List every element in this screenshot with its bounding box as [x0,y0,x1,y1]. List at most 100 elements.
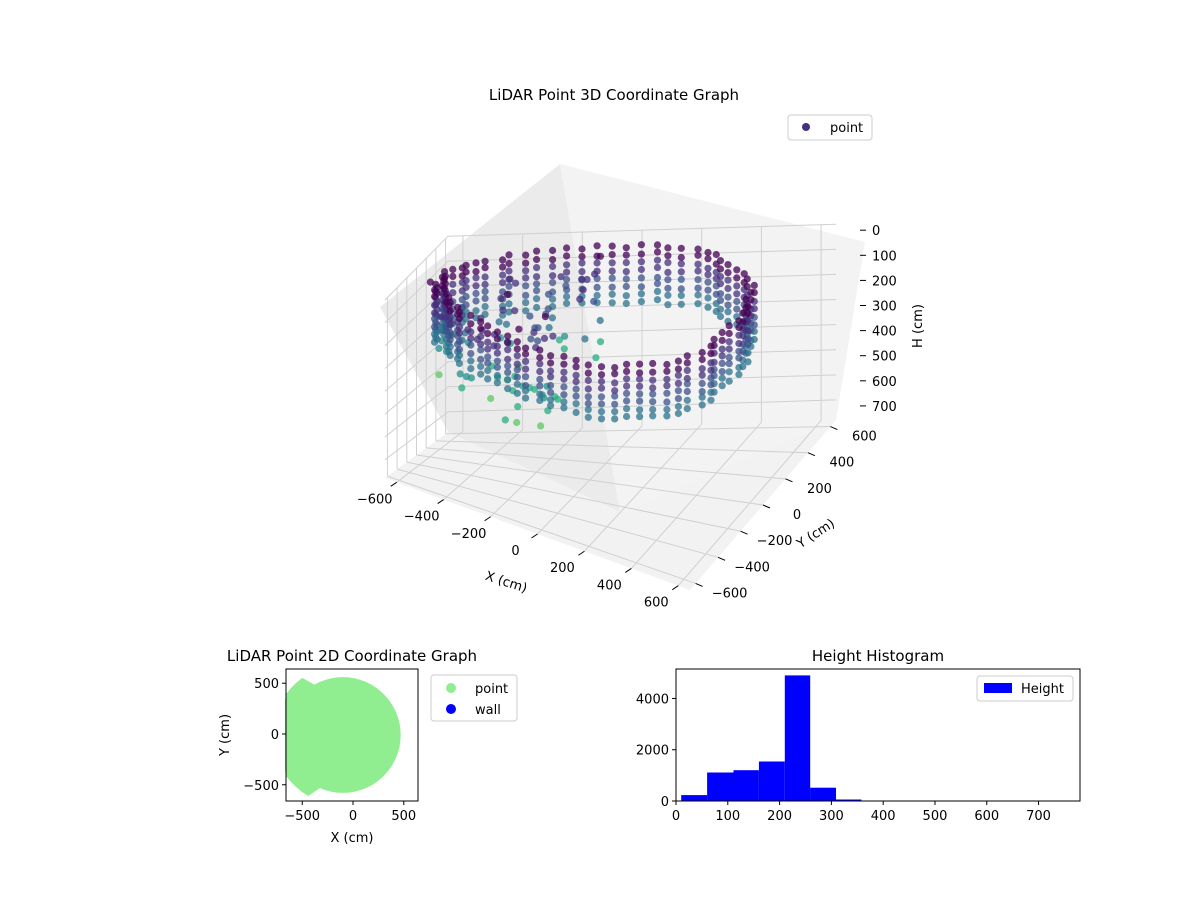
point-3d [698,379,706,388]
point-3d [677,268,685,276]
point-3d [704,248,712,257]
point-3d [725,368,733,376]
point-3d [499,263,507,271]
point-3d [608,242,616,250]
point-3d [477,362,485,370]
title-histogram: Height Histogram [812,647,944,665]
point-3d [481,257,489,265]
point-3d [583,275,591,284]
point-3d [674,395,683,403]
point-3d [536,390,544,398]
point-3d [563,268,571,276]
grid-floor-y [445,426,831,435]
point-3d [704,255,712,263]
point-3d [522,282,530,290]
x-tick-label-3d: 0 [511,544,519,559]
point-3d [563,299,571,307]
point-3d [547,352,555,360]
points-3d [426,241,758,430]
point-3d [484,375,492,383]
point-3d [467,328,475,336]
point-3d [472,307,480,315]
point-3d [563,244,571,252]
point-3d [561,332,569,340]
point-3d [698,371,706,379]
y-tick-label-3d: −200 [757,534,793,549]
point-3d [527,335,535,343]
legend-hist-swatch [984,683,1012,693]
point-3d [472,268,480,276]
point-3d [622,259,630,267]
point-3d [683,374,691,383]
point-3d [707,396,715,404]
point-3d [503,290,511,298]
point-3d [716,273,725,281]
z-tick-label-3d: 600 [872,375,897,390]
point-3d [636,375,644,383]
point-3d [716,305,725,313]
point-3d [739,309,747,317]
point-3d [467,320,475,328]
hist-x-tick-label: 200 [767,809,792,824]
point-3d [623,367,631,375]
point-3d [449,272,457,280]
point-3d [677,300,685,308]
hist-bar [758,761,785,801]
point-3d [622,282,630,291]
y-tick-label-2d: −500 [243,779,279,794]
point-3d [477,332,485,341]
point-3d [536,367,544,376]
y-tick-label-3d: 200 [807,482,832,497]
point-3d [533,273,541,281]
point-3d [718,336,726,344]
hist-x-tick-label: 300 [819,809,844,824]
point-3d [513,418,521,427]
point-3d [536,396,544,404]
point-3d [637,298,646,306]
point-3d [707,388,715,396]
point-3d [504,346,512,354]
point-3d [747,288,755,296]
point-3d [608,267,616,275]
point-3d [623,389,631,397]
point-3d [649,384,657,392]
point-3d [636,413,644,421]
point-3d [431,330,439,338]
point-3d [623,360,631,368]
point-3d [536,375,544,383]
point-3d [653,287,662,295]
point-3d [499,279,507,287]
point-3d [664,244,672,252]
point-3d [664,259,672,267]
point-3d [481,294,489,302]
point-3d [455,323,463,331]
point-3d [572,408,580,417]
point-3d [458,384,466,392]
point-3d [449,265,457,273]
point-3d [513,380,521,388]
point-3d [725,338,733,346]
x-tick-mark-3d [625,568,632,573]
point-3d [725,353,733,361]
point-3d [743,283,751,291]
point-3d [560,368,568,376]
point-3d [467,341,475,349]
point-3d [505,259,513,268]
plot-2d: LiDAR Point 2D Coordinate Graph −500−500… [218,647,518,846]
point-3d [540,334,549,342]
point-3d [513,338,521,346]
point-3d [437,313,445,321]
hist-x-tick-label: 100 [715,809,740,824]
point-3d [653,279,662,288]
point-3d [560,345,568,353]
hist-bars [681,675,965,801]
y-ticks-3d: −600 −400 −2000 200 400 600 [695,426,877,601]
y-tick-mark-3d [740,530,748,535]
point-3d [536,346,544,354]
point-3d [533,264,541,272]
point-3d [637,283,646,291]
z-ticks-3d: 0 100 200 300 400 500 600 700 [860,224,897,415]
point-3d [683,359,691,367]
point-3d [653,273,662,282]
point-3d [440,277,448,285]
